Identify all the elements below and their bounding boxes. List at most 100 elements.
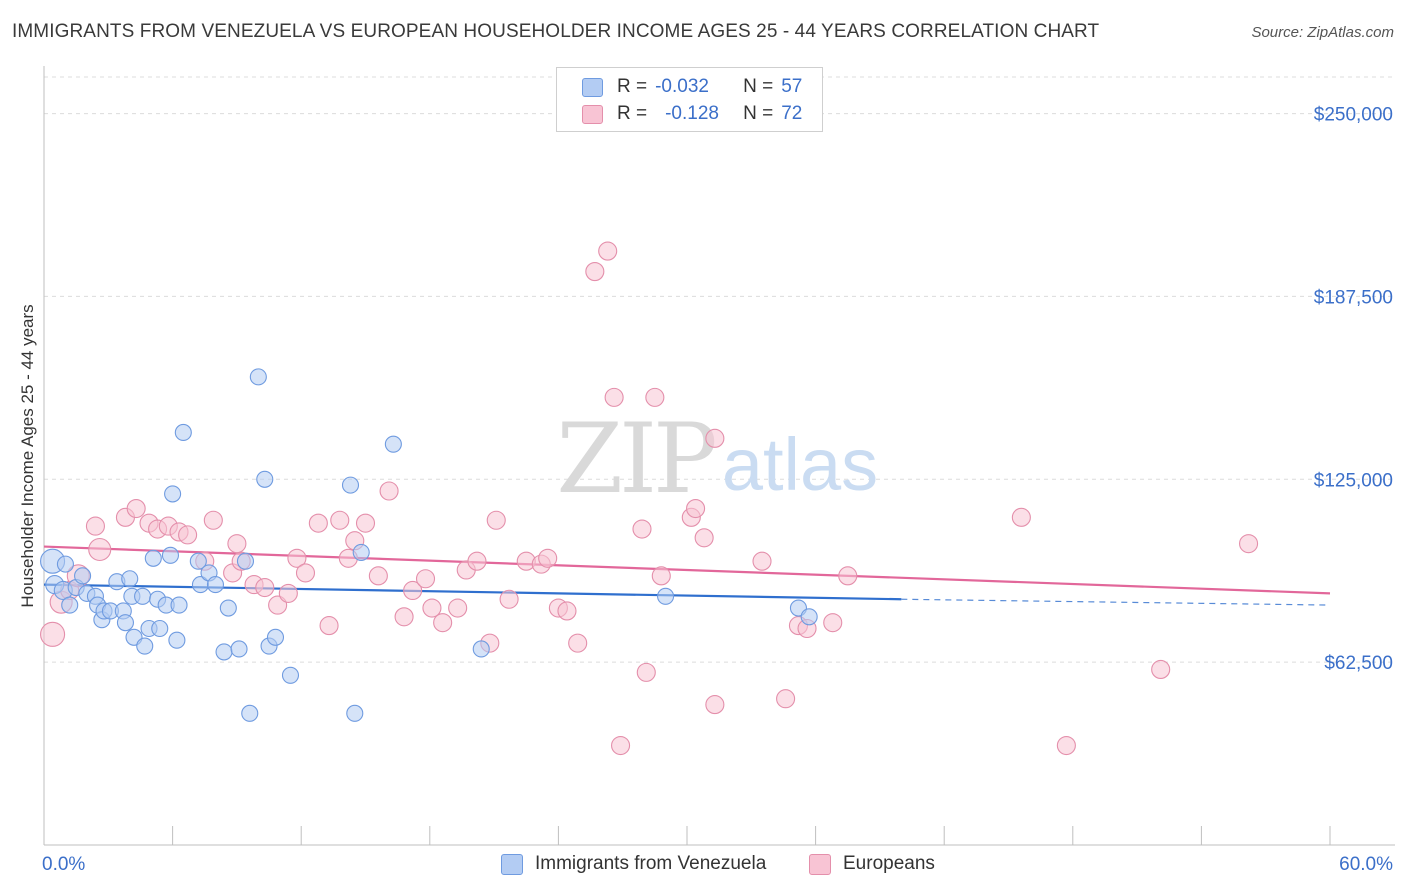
point-europeans <box>705 428 725 448</box>
point-europeans <box>415 569 436 589</box>
point-europeans <box>686 498 706 519</box>
point-europeans <box>308 513 328 533</box>
point-europeans <box>433 613 453 633</box>
point-europeans <box>1151 659 1171 680</box>
point-europeans <box>178 525 198 545</box>
point-venezuela <box>249 368 267 386</box>
point-europeans <box>287 548 307 568</box>
point-europeans <box>255 577 275 598</box>
point-europeans <box>694 528 714 548</box>
point-europeans <box>752 551 772 571</box>
point-venezuela <box>144 549 162 567</box>
watermark: ZIP atlas <box>556 403 878 515</box>
point-europeans <box>126 498 146 519</box>
watermark-zip: ZIP <box>556 403 715 515</box>
trend-line-europeans <box>43 545 1331 595</box>
trend-line-venezuela-extension <box>901 598 1331 606</box>
y-tick-label: $125,000 <box>1314 470 1393 491</box>
point-venezuela <box>256 470 274 488</box>
legend-n-value: 57 <box>781 76 803 97</box>
point-europeans <box>557 601 577 621</box>
point-europeans <box>40 621 66 647</box>
point-venezuela <box>657 587 675 605</box>
x-tick-label: 60.0% <box>1339 854 1393 875</box>
point-venezuela <box>56 555 74 573</box>
legend-r-value: -0.032 <box>655 76 709 97</box>
tick-labels: $62,500 $125,000 $187,500 $250,000 0.0% 60.0% <box>42 105 1393 875</box>
point-venezuela <box>170 596 188 614</box>
bottom-legend-swatch-pink <box>809 853 831 875</box>
point-europeans <box>776 689 796 709</box>
point-venezuela <box>164 485 182 503</box>
point-europeans <box>1056 735 1076 756</box>
point-europeans <box>1239 534 1259 554</box>
point-europeans <box>632 519 652 539</box>
point-venezuela <box>281 666 300 684</box>
correlation-legend: R = -0.032 N = 57 R = -0.128 N = 72 <box>556 67 823 132</box>
point-europeans <box>499 589 519 609</box>
point-europeans <box>651 566 671 586</box>
y-tick-label: $62,500 <box>1324 653 1393 674</box>
bottom-legend-europeans: Europeans <box>809 851 935 877</box>
point-europeans <box>636 662 656 682</box>
point-venezuela <box>384 435 402 453</box>
point-europeans <box>823 613 843 633</box>
source-label: Source: ZipAtlas.com <box>1251 24 1394 41</box>
point-venezuela <box>189 552 207 570</box>
point-europeans <box>486 510 506 530</box>
legend-n-label: N = <box>743 76 774 97</box>
legend-row-venezuela: R = -0.032 N = 57 <box>557 74 802 100</box>
point-europeans <box>394 607 414 627</box>
point-europeans <box>538 548 558 568</box>
point-europeans <box>203 510 223 530</box>
y-tick-label: $187,500 <box>1314 287 1393 308</box>
bottom-legend-venezuela: Immigrants from Venezuela <box>501 851 766 877</box>
legend-r-label: R = <box>617 76 648 97</box>
point-europeans <box>598 241 618 261</box>
point-europeans <box>604 387 624 407</box>
point-venezuela <box>121 570 139 588</box>
point-europeans <box>379 481 399 501</box>
point-europeans <box>227 534 247 554</box>
point-venezuela <box>241 704 259 722</box>
point-europeans <box>330 510 350 530</box>
legend-r-value: -0.128 <box>665 103 719 124</box>
point-venezuela <box>136 637 154 655</box>
trend-lines <box>43 545 1331 606</box>
point-venezuela <box>215 643 233 661</box>
point-europeans <box>838 566 858 586</box>
point-venezuela <box>236 552 255 570</box>
y-tick-label: $250,000 <box>1314 105 1393 126</box>
legend-n-value: 72 <box>781 103 803 124</box>
point-europeans <box>368 566 388 586</box>
point-europeans <box>611 735 631 756</box>
point-venezuela <box>151 619 169 638</box>
point-venezuela <box>168 631 186 649</box>
point-venezuela <box>134 587 152 605</box>
chart-title: IMMIGRANTS FROM VENEZUELA VS EUROPEAN HO… <box>12 21 1100 42</box>
x-tick-label: 0.0% <box>42 854 85 875</box>
point-europeans <box>705 695 725 715</box>
point-venezuela <box>174 423 192 442</box>
bottom-legend-label: Europeans <box>843 853 935 874</box>
point-venezuela <box>352 543 370 561</box>
point-venezuela <box>800 608 818 626</box>
point-venezuela <box>346 704 364 722</box>
data-points <box>40 241 1259 756</box>
point-europeans <box>467 551 487 571</box>
point-europeans <box>1011 507 1031 527</box>
point-venezuela <box>116 614 134 632</box>
point-venezuela <box>266 628 285 646</box>
legend-row-europeans: R = -0.128 N = 72 <box>557 101 802 127</box>
point-europeans <box>568 633 588 653</box>
point-europeans <box>403 580 423 601</box>
point-europeans <box>422 598 442 618</box>
point-venezuela <box>206 576 225 594</box>
legend-n-label: N = <box>743 103 774 124</box>
point-venezuela <box>472 640 490 658</box>
point-europeans <box>448 598 468 618</box>
point-europeans <box>645 387 665 407</box>
axes <box>43 66 1395 846</box>
point-europeans <box>278 583 298 603</box>
